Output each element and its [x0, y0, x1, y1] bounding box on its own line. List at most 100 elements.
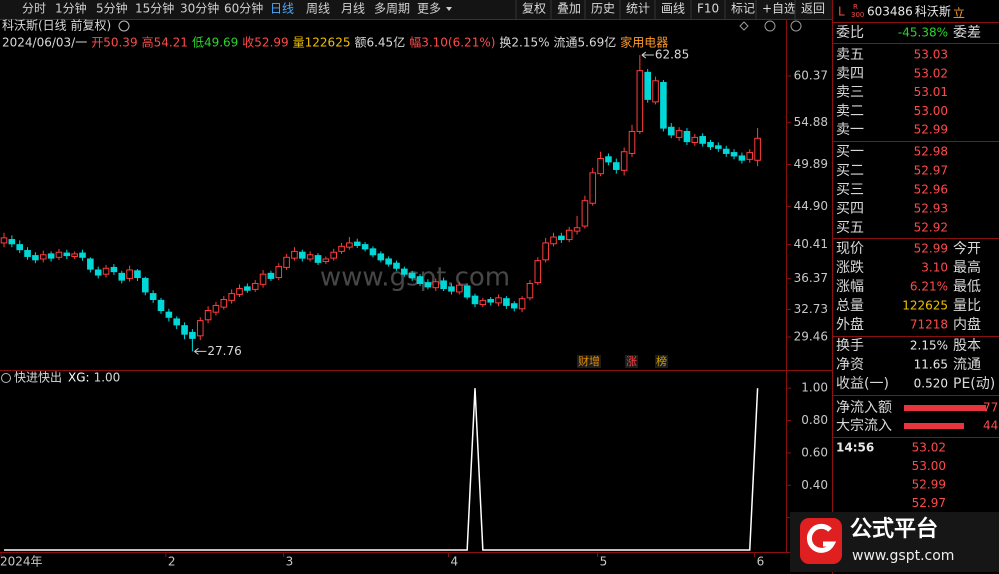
zoom-out-icon[interactable]	[790, 20, 802, 32]
period-tab[interactable]: 日线	[270, 2, 294, 16]
quote-text: 委比	[836, 25, 864, 41]
tool-button[interactable]: 返回	[801, 2, 825, 16]
settings-icon[interactable]	[118, 20, 130, 32]
quote-text: L	[838, 5, 845, 19]
quote-text: -45.38%	[898, 26, 948, 40]
candle-body	[118, 272, 126, 281]
info-item: 收52.99	[242, 36, 288, 50]
candle-body	[401, 268, 408, 275]
tool-button[interactable]: 复权	[522, 2, 546, 16]
quote-text: 净流入额	[836, 400, 892, 416]
candle-body	[448, 286, 455, 292]
tool-button[interactable]: 标记	[731, 2, 755, 16]
quote-text: 买一	[836, 144, 864, 160]
candle-body	[8, 239, 16, 245]
y-tick-label: 29.46	[794, 330, 828, 344]
candle-body	[738, 155, 746, 161]
period-tab[interactable]: 1分钟	[55, 1, 87, 16]
candle-body	[479, 299, 487, 306]
period-tab[interactable]: 更多	[417, 2, 441, 16]
candle-body	[510, 303, 518, 309]
candle-body	[173, 318, 180, 326]
candle-body	[353, 241, 361, 246]
period-tab[interactable]: 60分钟	[224, 1, 263, 16]
candle-body	[424, 282, 432, 288]
candle-body	[565, 229, 573, 241]
quote-text: 3.10	[921, 261, 948, 275]
info-item: 2024/06/03/一	[2, 36, 87, 50]
quote-text: 卖五	[836, 47, 864, 63]
quote-text: 603486	[867, 5, 913, 19]
tool-button[interactable]: 画线	[661, 2, 685, 16]
tool-button[interactable]: 统计	[626, 2, 650, 16]
info-item: 幅3.10(6.21%)	[409, 35, 495, 50]
period-tab[interactable]: 分时	[22, 2, 46, 16]
x-tick-label: 2	[168, 555, 176, 569]
candle-body	[613, 162, 620, 170]
quote-text: 最低	[953, 279, 981, 295]
period-tab[interactable]: 5分钟	[96, 1, 128, 16]
candle-body	[267, 272, 275, 279]
tool-button[interactable]: 叠加	[557, 2, 581, 16]
candle-body	[393, 262, 400, 269]
candle-body	[361, 244, 369, 250]
quote-text: 买三	[836, 182, 864, 198]
annotation-label: 62.85	[655, 48, 689, 62]
quote-text: 量比	[953, 298, 981, 314]
y-tick-label: 0.40	[801, 478, 828, 492]
candle-body	[16, 244, 23, 251]
y-tick-label: 60.37	[794, 68, 828, 82]
candle-body	[330, 251, 337, 259]
quote-text: 涨跌	[836, 260, 864, 276]
info-item: 开50.39	[91, 36, 137, 50]
candle-body	[463, 285, 471, 298]
period-tab[interactable]: 30分钟	[180, 1, 219, 16]
candle-body	[189, 331, 196, 339]
tool-button[interactable]: 历史	[591, 2, 615, 16]
annotation-arrow	[194, 347, 207, 355]
logo-url: www.gspt.com	[852, 548, 954, 564]
indicator-icon[interactable]	[1, 373, 11, 383]
candle-body	[291, 250, 298, 259]
flow-bar	[904, 405, 986, 411]
quote-text: 卖一	[836, 122, 864, 138]
candle-body	[377, 253, 385, 261]
period-tab[interactable]: 周线	[306, 2, 330, 16]
quote-text: 卖三	[836, 85, 864, 101]
tool-button[interactable]: +自选	[762, 2, 796, 16]
period-tab[interactable]: 月线	[341, 2, 365, 16]
candle-body	[24, 250, 31, 257]
candle-body	[346, 242, 353, 248]
period-tab[interactable]: 多周期	[374, 2, 410, 16]
candle-body	[636, 70, 644, 132]
quote-text: 300	[851, 11, 864, 19]
candle-body	[597, 157, 604, 175]
y-tick-label: 36.37	[794, 271, 828, 285]
tool-button[interactable]: F10	[697, 2, 719, 16]
quote-text: 52.99	[914, 123, 948, 137]
diamond-icon[interactable]	[739, 21, 749, 31]
info-item: 高54.21	[142, 35, 188, 50]
y-tick-label: 0.80	[801, 413, 828, 427]
candle-body	[157, 299, 165, 311]
quote-text: 收益(一)	[836, 376, 889, 392]
candle-body	[550, 236, 557, 245]
y-tick-label: 0.60	[801, 445, 828, 459]
quote-text: 77	[983, 401, 998, 415]
candle-body	[228, 293, 235, 301]
candle-body	[408, 272, 416, 279]
zoom-in-icon[interactable]	[764, 20, 776, 32]
candle-body	[456, 284, 463, 293]
quote-text: 最高	[953, 259, 981, 276]
quote-text: 大宗流入	[836, 418, 892, 434]
info-item: 换2.15%	[499, 36, 549, 50]
candle-body	[503, 298, 510, 306]
candle-body	[691, 136, 699, 143]
candle-body	[244, 286, 251, 291]
candle-body	[385, 258, 392, 265]
period-tab[interactable]: 15分钟	[135, 1, 174, 16]
quote-text: 52.98	[914, 145, 948, 159]
badge: 榜	[656, 354, 667, 368]
candle-body	[79, 252, 86, 258]
candle-body	[94, 269, 102, 276]
